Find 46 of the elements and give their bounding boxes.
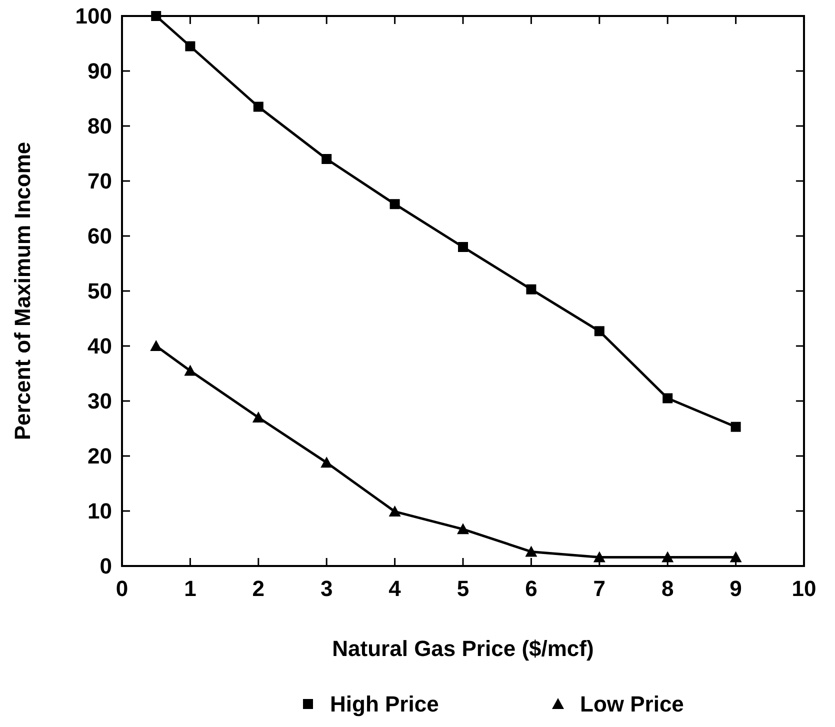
x-tick-label: 9: [730, 576, 742, 601]
y-tick-label: 30: [88, 388, 112, 414]
x-axis-title: Natural Gas Price ($/mcf): [332, 636, 594, 661]
point: [662, 393, 673, 404]
x-tick-label: 7: [593, 576, 606, 601]
point: [730, 551, 742, 562]
x-tick-label: 2: [252, 576, 265, 601]
point: [322, 154, 332, 164]
point: [390, 199, 400, 210]
point: [150, 340, 162, 351]
point: [252, 412, 264, 422]
point: [388, 506, 401, 517]
y-tick-label: 10: [88, 498, 112, 524]
point: [320, 456, 333, 468]
y-tick-label: 80: [88, 114, 112, 139]
point: [662, 551, 674, 562]
legend-label: High Price: [330, 692, 439, 717]
x-tick-label: 1: [184, 576, 196, 601]
y-tick-label: 60: [88, 224, 112, 249]
point: [526, 284, 536, 294]
x-tick-label: 0: [116, 576, 128, 601]
y-tick-label: 100: [75, 4, 112, 29]
point: [593, 551, 606, 562]
x-tick-label: 6: [525, 576, 538, 601]
point: [730, 422, 741, 432]
point: [594, 326, 604, 336]
x-tick-label: 5: [456, 576, 470, 601]
y-tick-label: 70: [88, 168, 112, 194]
y-tick-label: 90: [88, 58, 112, 84]
x-tick-label: 3: [320, 576, 333, 601]
x-tick-label: 10: [792, 576, 816, 601]
y-tick-label: 50: [88, 278, 112, 304]
point: [458, 242, 468, 252]
x-tick-label: 8: [661, 576, 674, 601]
y-axis-title: Percent of Maximum Income: [10, 142, 35, 440]
point: [525, 546, 538, 557]
legend-label: Low Price: [580, 692, 684, 717]
point: [253, 102, 264, 112]
point: [457, 523, 469, 534]
y-tick-label: 0: [100, 554, 112, 579]
point: [184, 364, 196, 376]
y-tick-label: 40: [88, 334, 112, 359]
y-tick-label: 20: [88, 444, 112, 469]
point: [185, 41, 196, 52]
point: [151, 11, 162, 21]
x-tick-label: 4: [388, 576, 402, 601]
